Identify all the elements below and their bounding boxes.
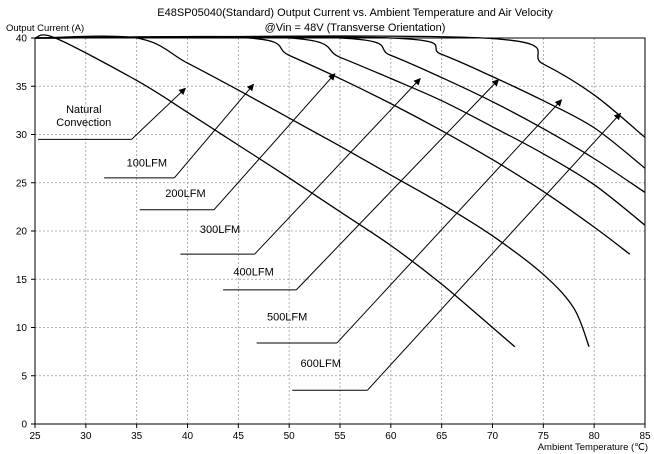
x-tick-label: 70 — [487, 431, 499, 442]
x-tick-label: 65 — [436, 431, 448, 442]
chart-subtitle: @Vin = 48V (Transverse Orientation) — [265, 22, 446, 34]
x-tick-label: 50 — [284, 431, 296, 442]
x-tick-label: 55 — [334, 431, 346, 442]
x-tick-label: 80 — [589, 431, 601, 442]
series-line-100lfm — [34, 35, 590, 348]
series-label-100lfm: 100LFM — [127, 157, 167, 169]
series-label-natural-convection: Convection — [56, 117, 111, 129]
y-tick-label: 30 — [16, 130, 28, 141]
y-tick-label: 5 — [21, 371, 27, 382]
y-tick-label: 0 — [21, 420, 27, 431]
series-label-200lfm: 200LFM — [165, 188, 205, 200]
x-tick-label: 40 — [182, 431, 194, 442]
x-tick-label: 45 — [233, 431, 245, 442]
x-tick-label: 35 — [131, 431, 143, 442]
series-lines — [34, 34, 646, 348]
arrow-400lfm — [295, 78, 500, 291]
y-tick-label: 20 — [16, 227, 28, 238]
y-tick-label: 15 — [16, 275, 28, 286]
x-tick-label: 25 — [29, 431, 41, 442]
arrow-600lfm — [367, 112, 622, 391]
x-tick-label: 75 — [538, 431, 550, 442]
y-axis-label: Output Current (A) — [6, 23, 84, 34]
y-tick-label: 40 — [16, 34, 28, 45]
series-line-natural-convection — [34, 34, 516, 348]
series-line-200lfm — [34, 36, 631, 255]
series-label-400lfm: 400LFM — [233, 266, 273, 278]
tick-labels: 0 5 10 15 20 25 30 35 40 25 30 35 40 45 50 55 60 65 70 75 80… — [16, 34, 651, 443]
x-tick-label: 85 — [639, 431, 651, 442]
y-tick-label: 25 — [16, 178, 28, 189]
plot-frame — [34, 37, 646, 425]
series-label-600lfm: 600LFM — [301, 358, 341, 370]
x-tick-label: 30 — [80, 431, 92, 442]
series-label-300lfm: 300LFM — [200, 224, 240, 236]
arrow-200lfm — [213, 73, 336, 211]
chart-title: E48SP05040(Standard) Output Current vs. … — [157, 7, 553, 19]
arrow-500lfm — [336, 99, 563, 344]
series-label-500lfm: 500LFM — [267, 312, 307, 324]
arrow-100lfm — [173, 83, 255, 179]
series-label-natural-convection: Natural — [66, 104, 101, 116]
arrow-300lfm — [254, 78, 421, 255]
arrow-natural-convection — [131, 87, 186, 140]
y-tick-label: 35 — [16, 82, 28, 93]
y-tick-label: 10 — [16, 323, 28, 334]
x-axis-label: Ambient Temperature (℃) — [538, 442, 648, 453]
series-line-600lfm — [34, 35, 646, 138]
x-tick-label: 60 — [385, 431, 397, 442]
